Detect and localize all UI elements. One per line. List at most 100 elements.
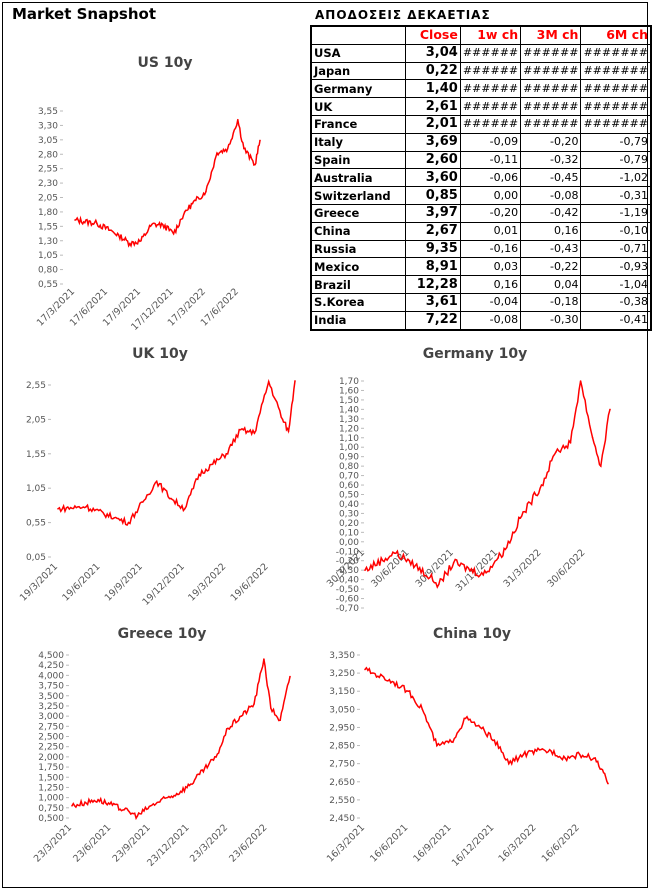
change-1w-cell: -0,04 xyxy=(459,292,522,312)
col-header-close: Close xyxy=(405,25,461,45)
change-6m-cell: -0,79 xyxy=(580,132,652,152)
table-body: USA 3,04 ###### ###### ####### Japan 0,22 #####… xyxy=(310,43,652,331)
y-tick-label: 3,500 xyxy=(38,692,64,702)
country-cell: S.Korea xyxy=(310,292,407,312)
data-point xyxy=(140,240,142,242)
x-tick-label: 19/9/2021 xyxy=(103,561,145,603)
y-tick-label: -0,30 xyxy=(336,566,360,576)
chart-title: US 10y xyxy=(138,55,193,71)
y-tick-label: -0,70 xyxy=(336,604,360,614)
table-row: Russia 9,35 -0,16 -0,43 -0,71 xyxy=(310,239,652,259)
y-tick-label: 0,80 xyxy=(339,462,359,472)
col-header-3m: 3M ch xyxy=(520,25,582,45)
data-point xyxy=(129,242,131,245)
data-point xyxy=(421,708,424,711)
change-3m-cell: -0,42 xyxy=(520,203,582,223)
y-tick-label: 3,000 xyxy=(38,712,64,722)
y-tick-label: 3,30 xyxy=(38,121,58,131)
y-tick-label: 2,850 xyxy=(329,742,355,752)
change-6m-cell: -0,31 xyxy=(580,186,652,205)
country-cell: Greece xyxy=(310,203,407,223)
close-cell: 8,91 xyxy=(405,257,461,277)
x-tick-label: 16/12/2021 xyxy=(450,822,497,869)
x-tick-label: 30/6/2022 xyxy=(545,547,587,589)
x-tick-label: 31/12/2021 xyxy=(454,547,501,594)
col-header-country xyxy=(310,25,407,45)
data-point xyxy=(183,211,186,213)
y-tick-label: 3,150 xyxy=(329,687,355,697)
y-tick-label: 3,250 xyxy=(329,669,355,679)
change-3m-cell: ###### xyxy=(520,61,582,81)
close-cell: 3,69 xyxy=(405,132,461,152)
y-tick-label: 1,50 xyxy=(339,396,359,406)
data-point xyxy=(591,437,594,439)
y-tick-label: 0,40 xyxy=(339,500,359,510)
y-tick-label: 0,10 xyxy=(339,528,359,538)
country-cell: Switzerland xyxy=(310,186,407,205)
y-tick-label: 0,90 xyxy=(339,453,359,463)
change-1w-cell: ###### xyxy=(459,43,522,63)
y-tick-label: 1,05 xyxy=(38,251,58,261)
change-3m-cell: -0,43 xyxy=(520,239,582,259)
x-tick-label: 23/3/2022 xyxy=(188,822,230,864)
y-tick-label: 1,000 xyxy=(38,794,64,804)
table-row: USA 3,04 ###### ###### ####### xyxy=(310,43,652,63)
close-cell: 3,61 xyxy=(405,292,461,312)
y-tick-label: 2,750 xyxy=(329,760,355,770)
y-tick-label: 2,80 xyxy=(38,150,58,160)
country-cell: Australia xyxy=(310,168,407,188)
data-point xyxy=(364,569,366,571)
data-point xyxy=(497,557,499,559)
china-10y-chart: China 10y 3,350 3,250 3,150 3,050 2,950 2,850 2… xyxy=(325,626,609,869)
change-6m-cell: -1,19 xyxy=(580,203,652,223)
change-6m-cell: -1,04 xyxy=(580,275,652,294)
change-6m-cell: -0,10 xyxy=(580,221,652,241)
country-cell: USA xyxy=(310,43,407,63)
x-tick-label: 16/9/2021 xyxy=(411,822,453,864)
data-point xyxy=(57,508,59,510)
data-point xyxy=(96,222,98,225)
y-tick-label: 1,55 xyxy=(38,222,58,232)
data-point xyxy=(215,756,217,758)
x-tick-label: 19/3/2021 xyxy=(18,561,60,603)
data-point xyxy=(436,744,438,747)
y-tick-label: 2,750 xyxy=(38,722,64,732)
data-point xyxy=(287,430,290,432)
data-point xyxy=(243,147,245,150)
table-row: Spain 2,60 -0,11 -0,32 -0,79 xyxy=(310,150,652,170)
data-point xyxy=(452,561,455,564)
close-cell: 3,04 xyxy=(405,43,461,63)
y-tick-label: 0,05 xyxy=(26,553,46,563)
chart-title: Germany 10y xyxy=(423,346,528,362)
data-point xyxy=(155,480,158,483)
y-tick-label: 0,30 xyxy=(339,509,359,519)
data-point xyxy=(136,815,139,817)
y-tick-label: 3,05 xyxy=(38,136,58,146)
change-3m-cell: 0,04 xyxy=(520,275,582,294)
y-tick-label: 3,750 xyxy=(38,682,64,692)
table-row: Australia 3,60 -0,06 -0,45 -1,02 xyxy=(310,168,652,188)
y-tick-label: 0,70 xyxy=(339,472,359,482)
close-cell: 2,01 xyxy=(405,114,461,134)
country-cell: Japan xyxy=(310,61,407,81)
country-cell: India xyxy=(310,310,407,331)
x-tick-label: 19/6/2021 xyxy=(60,561,102,603)
country-cell: Brazil xyxy=(310,275,407,294)
change-6m-cell: -1,02 xyxy=(580,168,652,188)
data-point xyxy=(609,408,611,411)
change-1w-cell: 0,03 xyxy=(459,257,522,277)
data-point xyxy=(172,233,175,235)
y-tick-label: 0,55 xyxy=(38,280,58,290)
data-point xyxy=(281,418,284,421)
change-1w-cell: ###### xyxy=(459,61,522,81)
change-3m-cell: -0,08 xyxy=(520,186,582,205)
y-tick-label: 0,55 xyxy=(26,519,46,529)
data-point xyxy=(216,152,218,154)
germany-10y-chart: Germany 10y 1,701,601,501,401,301,201,101… xyxy=(325,346,611,614)
country-cell: Germany xyxy=(310,79,407,99)
data-point xyxy=(464,717,467,720)
x-tick-label: 16/3/2021 xyxy=(325,822,367,864)
y-tick-label: 2,550 xyxy=(329,796,355,806)
y-tick-label: 3,55 xyxy=(38,107,58,117)
data-point xyxy=(225,453,228,455)
